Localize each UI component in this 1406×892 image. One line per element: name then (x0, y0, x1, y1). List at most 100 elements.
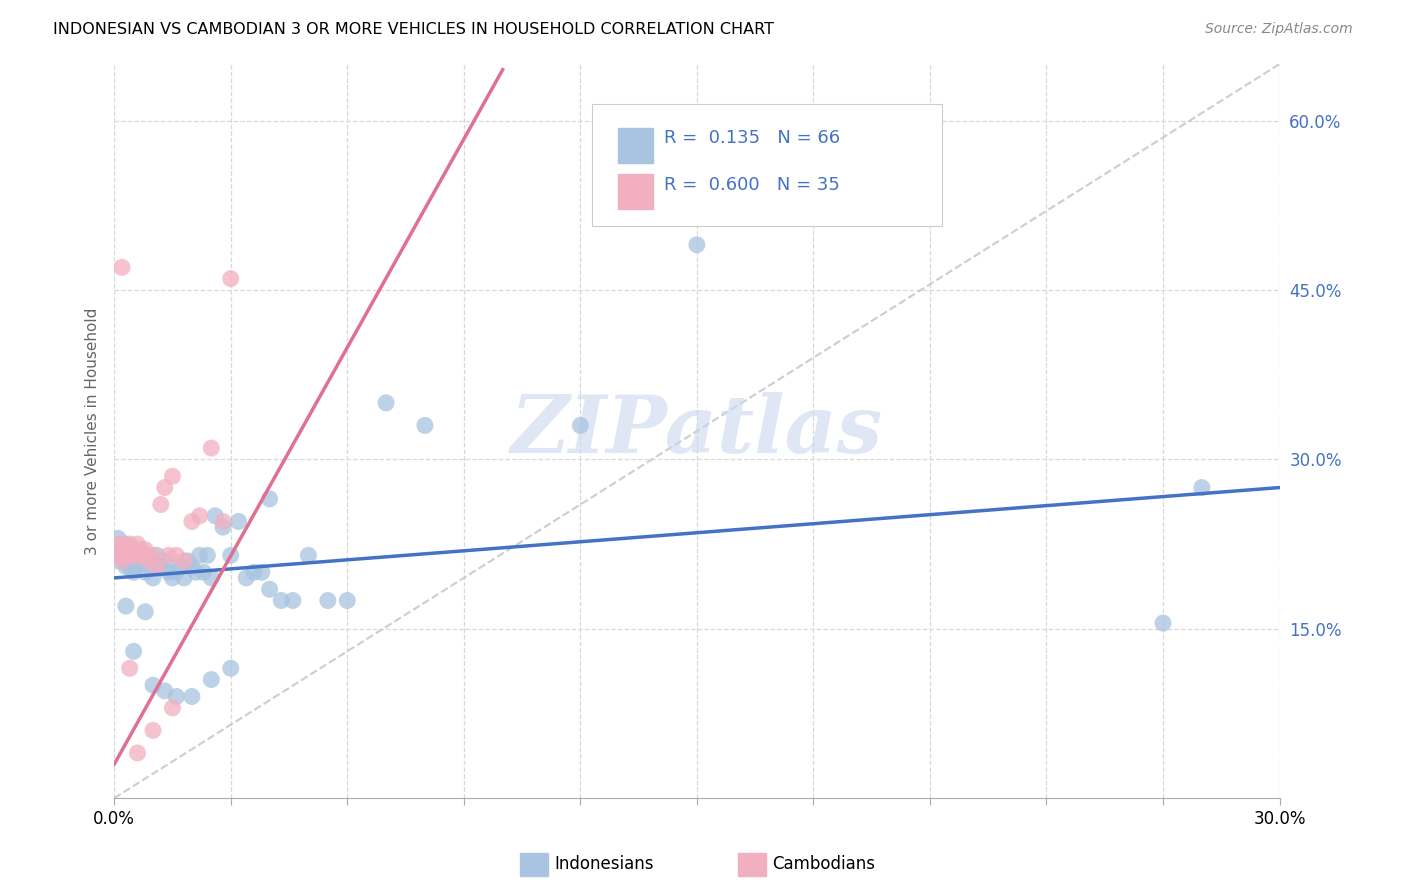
Point (111, 554, 134, 568)
Point (157, 566, 180, 580)
Y-axis label: 3 or more Vehicles in Household: 3 or more Vehicles in Household (86, 308, 100, 555)
Point (165, 549, 187, 563)
FancyBboxPatch shape (592, 104, 942, 226)
Point (188, 508, 211, 523)
Point (111, 537, 134, 551)
Point (1152, 616, 1174, 631)
Point (204, 508, 226, 523)
Point (122, 549, 145, 563)
Point (142, 554, 165, 568)
Point (162, 700, 184, 714)
Point (149, 559, 172, 574)
Point (118, 537, 141, 551)
Bar (617, 128, 652, 163)
Point (212, 520, 235, 534)
Point (228, 515, 250, 529)
Point (118, 661, 141, 675)
Text: ZIPatlas: ZIPatlas (510, 392, 883, 470)
Point (270, 593, 292, 607)
Point (142, 723, 165, 738)
Text: Cambodians: Cambodians (772, 855, 875, 873)
Point (375, 396, 398, 410)
Point (134, 566, 156, 580)
Point (131, 554, 153, 568)
Point (131, 542, 153, 557)
Point (122, 542, 145, 557)
Point (131, 549, 153, 563)
Point (177, 554, 200, 568)
Point (122, 566, 145, 580)
Point (243, 566, 266, 580)
Point (134, 542, 156, 557)
Point (219, 549, 242, 563)
Point (142, 571, 165, 585)
Point (1191, 481, 1213, 495)
Point (184, 566, 207, 580)
Point (200, 441, 222, 455)
Point (122, 554, 145, 568)
Point (162, 469, 184, 483)
Point (131, 549, 153, 563)
Point (188, 549, 211, 563)
Point (686, 237, 709, 252)
Point (118, 542, 141, 557)
Point (180, 559, 202, 574)
Point (115, 549, 138, 563)
Point (142, 549, 165, 563)
Point (157, 549, 180, 563)
Point (153, 683, 176, 698)
Point (111, 260, 134, 275)
Point (107, 549, 129, 563)
Point (212, 515, 235, 529)
Point (173, 554, 195, 568)
Point (336, 593, 359, 607)
Point (115, 542, 138, 557)
Point (115, 537, 138, 551)
Point (107, 532, 129, 546)
Point (413, 418, 436, 433)
Point (115, 559, 138, 574)
Text: R =  0.135   N = 66: R = 0.135 N = 66 (664, 128, 841, 146)
Point (250, 566, 273, 580)
Bar (617, 174, 652, 210)
Point (142, 678, 165, 692)
Point (169, 559, 191, 574)
Point (134, 549, 156, 563)
Point (259, 582, 281, 597)
Point (281, 593, 304, 607)
Point (180, 515, 202, 529)
Point (115, 554, 138, 568)
Point (219, 271, 242, 285)
Point (138, 554, 160, 568)
Point (118, 549, 141, 563)
Point (165, 566, 187, 580)
Point (569, 418, 592, 433)
Point (153, 554, 176, 568)
Point (127, 549, 149, 563)
Point (127, 537, 149, 551)
Point (111, 549, 134, 563)
Point (153, 481, 176, 495)
Point (127, 549, 149, 563)
Point (127, 746, 149, 760)
Point (219, 661, 242, 675)
Point (259, 491, 281, 506)
Point (146, 559, 169, 574)
Point (115, 599, 138, 614)
Point (107, 537, 129, 551)
Point (138, 559, 160, 574)
Point (134, 605, 156, 619)
Text: Source: ZipAtlas.com: Source: ZipAtlas.com (1205, 22, 1353, 37)
Point (122, 549, 145, 563)
Point (193, 566, 215, 580)
Point (122, 644, 145, 658)
Point (180, 690, 202, 704)
Point (173, 571, 195, 585)
Point (134, 549, 156, 563)
Text: INDONESIAN VS CAMBODIAN 3 OR MORE VEHICLES IN HOUSEHOLD CORRELATION CHART: INDONESIAN VS CAMBODIAN 3 OR MORE VEHICL… (53, 22, 775, 37)
Point (162, 571, 184, 585)
Point (297, 549, 319, 563)
Point (316, 593, 339, 607)
Point (165, 690, 187, 704)
Point (146, 549, 169, 563)
